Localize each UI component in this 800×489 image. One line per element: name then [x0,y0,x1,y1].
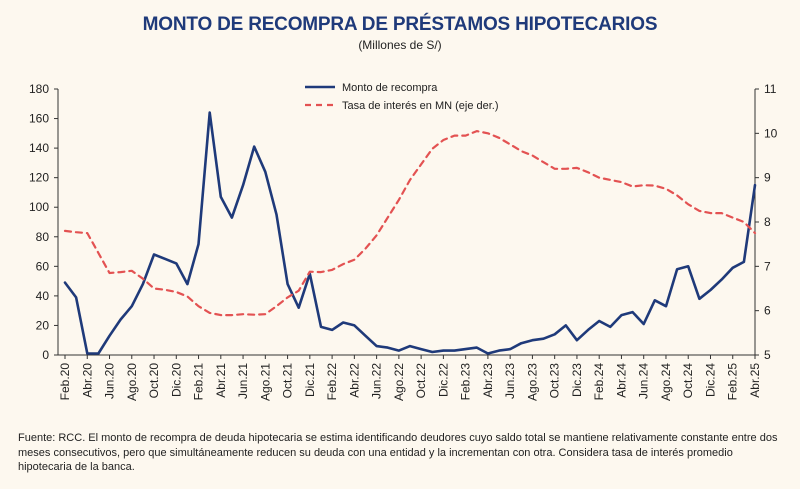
x-tick-label: Oct.20 [147,363,161,399]
x-tick-label: Feb.25 [726,363,740,401]
y-left-tick-label: 180 [29,82,49,96]
x-tick-label: Abr.23 [481,363,495,398]
x-tick-label: Jun.24 [637,363,651,399]
x-tick-label: Feb.20 [58,363,72,401]
y-left-tick-label: 0 [42,348,49,362]
x-tick-label: Feb.23 [459,363,473,401]
legend-label: Monto de recompra [342,82,438,94]
y-right-tick-label: 7 [764,259,771,273]
x-tick-label: Oct.21 [281,363,295,399]
x-tick-label: Feb.24 [592,363,606,401]
x-tick-label: Abr.24 [614,363,628,398]
x-tick-label: Dic.21 [303,363,317,397]
y-right-tick-label: 10 [764,126,778,140]
x-tick-label: Dic.23 [570,363,584,397]
x-tick-label: Dic.22 [436,363,450,397]
chart-legend: Monto de recompra Tasa de interés en MN (… [305,82,499,112]
y-left-tick-label: 160 [29,112,49,126]
x-tick-label: Oct.24 [681,363,695,399]
y-right-tick-label: 11 [764,82,777,96]
y-left-tick-label: 100 [29,200,49,214]
x-tick-label: Dic.24 [703,363,717,397]
chart-axes: 0 20 40 60 80 100 120 140 160 180 5 6 7 8 9 10 11 Feb.20 A… [29,82,778,401]
x-tick-label: Jun.22 [370,363,384,399]
x-tick-label: Oct.23 [548,363,562,399]
page-subtitle: (Millones de S/) [358,38,442,52]
chart-series [63,111,757,355]
x-tick-label: Ago.22 [392,363,406,401]
x-tick-label: Feb.22 [325,363,339,401]
x-tick-label: Ago.20 [125,363,139,401]
y-left-tick-label: 40 [36,289,50,303]
footnote: Fuente: RCC. El monto de recompra de deu… [18,432,778,473]
y-right-tick-label: 8 [764,215,771,229]
interest-rate-line [63,130,757,317]
y-left-tick-label: 140 [29,141,49,155]
legend-label: Tasa de interés en MN (eje der.) [342,100,499,112]
y-left-tick-label: 60 [36,259,50,273]
x-tick-label: Jun.20 [103,363,117,399]
y-right-tick-label: 5 [764,348,771,362]
y-right-tick-label: 9 [764,171,771,185]
page-title: MONTO DE RECOMPRA DE PRÉSTAMOS HIPOTECAR… [142,14,658,35]
y-left-tick-label: 20 [36,318,50,332]
x-tick-label: Abr.21 [214,363,228,398]
x-tick-label: Ago.23 [525,363,539,401]
x-tick-label: Feb.21 [192,363,206,401]
x-tick-label: Jun.21 [236,363,250,399]
buyback-amount-line [63,111,757,355]
x-tick-label: Oct.22 [414,363,428,399]
chart: 0 20 40 60 80 100 120 140 160 180 5 6 7 8 9 10 11 Feb.20 A… [29,82,778,401]
x-tick-label: Jun.23 [503,363,517,399]
y-left-tick-label: 80 [36,230,50,244]
x-tick-label: Ago.21 [258,363,272,401]
x-tick-label: Dic.20 [169,363,183,397]
x-tick-label: Ago.24 [659,363,673,401]
y-right-tick-label: 6 [764,304,771,318]
y-left-tick-label: 120 [29,171,49,185]
x-tick-label: Abr.25 [748,363,762,398]
x-tick-label: Abr.20 [80,363,94,398]
x-tick-label: Abr.22 [347,363,361,398]
